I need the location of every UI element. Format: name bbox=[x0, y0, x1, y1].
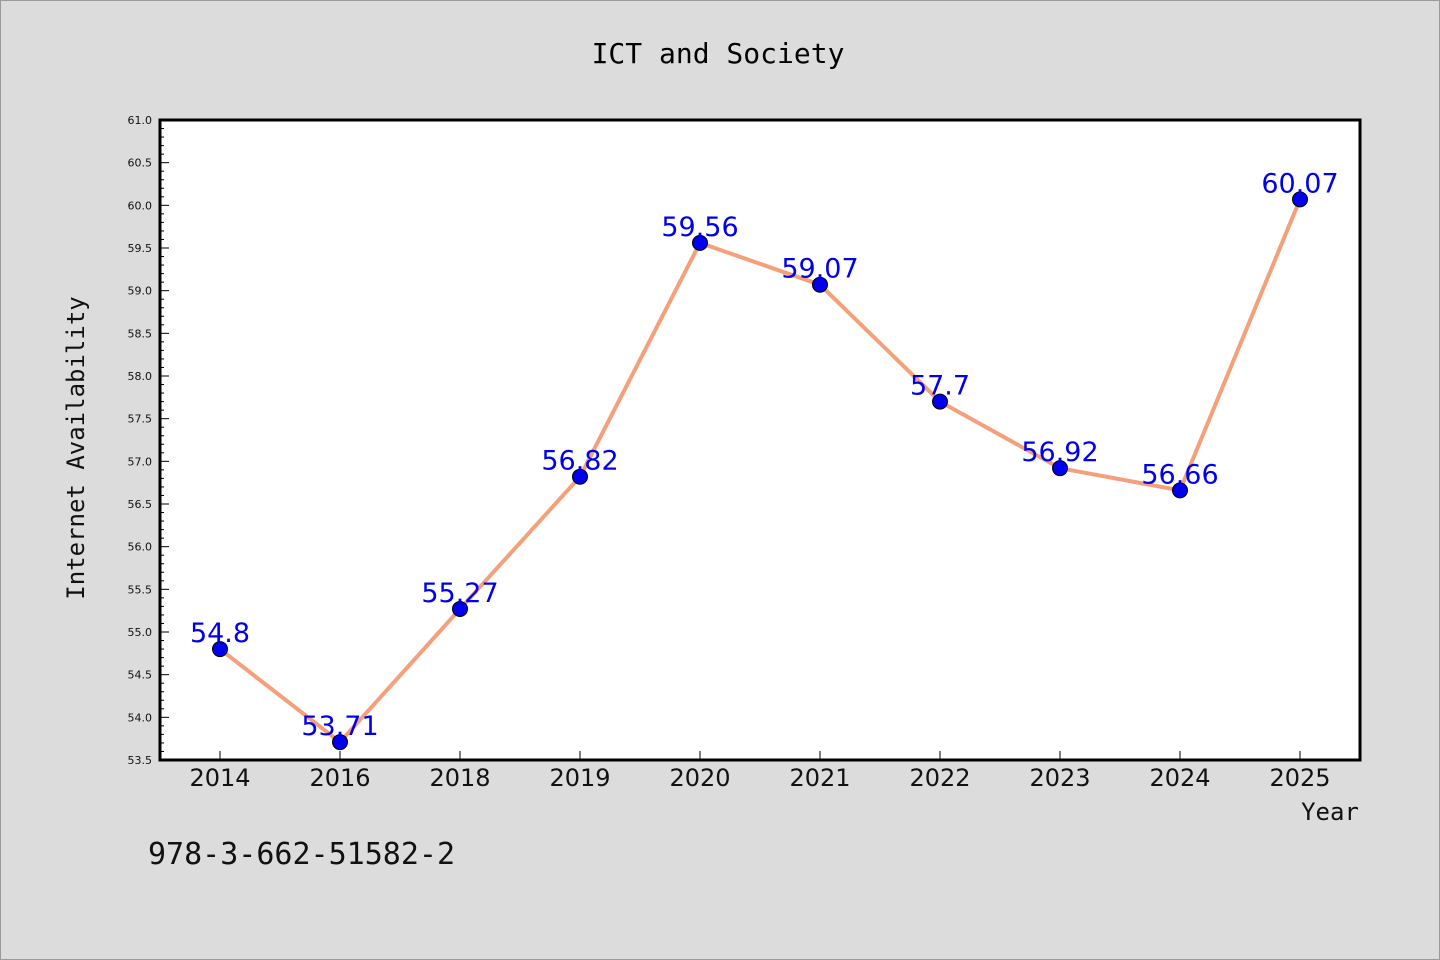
data-point bbox=[452, 600, 468, 617]
y-tick-label: 55.0 bbox=[128, 626, 153, 639]
y-tick-label: 61.0 bbox=[128, 114, 153, 127]
y-tick-label: 57.5 bbox=[128, 413, 153, 426]
x-tick-label: 2016 bbox=[309, 764, 370, 792]
data-label: 55.27 bbox=[421, 578, 498, 609]
x-tick-label: 2024 bbox=[1149, 764, 1210, 792]
data-label: 59.07 bbox=[781, 254, 858, 285]
y-tick-label: 59.5 bbox=[128, 242, 153, 255]
y-tick-label: 58.5 bbox=[128, 327, 153, 340]
x-tick-label: 2020 bbox=[669, 764, 730, 792]
x-tick-label: 2014 bbox=[189, 764, 250, 792]
y-tick-label: 56.0 bbox=[128, 541, 153, 554]
data-labels: 54.8 53.71 55.27 56.82 59.56 59.07 57.7 56.92 56… bbox=[190, 168, 1339, 742]
data-label: 53.71 bbox=[301, 711, 378, 742]
x-tick-label: 2021 bbox=[789, 764, 850, 792]
data-point bbox=[1172, 482, 1188, 499]
y-tick-label: 60.0 bbox=[128, 199, 153, 212]
data-point bbox=[1052, 460, 1068, 477]
x-axis-title: Year bbox=[1301, 798, 1359, 826]
y-tick-label: 60.5 bbox=[128, 157, 153, 170]
data-point bbox=[692, 234, 708, 251]
y-axis-title: Internet Availability bbox=[62, 296, 90, 599]
data-point bbox=[1292, 191, 1308, 208]
footnote-isbn: 978-3-662-51582-2 bbox=[148, 837, 455, 872]
x-tick-label: 2019 bbox=[549, 764, 610, 792]
plot-frame bbox=[158, 118, 1362, 762]
data-point bbox=[572, 468, 588, 485]
plot-area bbox=[160, 120, 1360, 760]
series-layer bbox=[212, 191, 1308, 751]
data-label: 60.07 bbox=[1261, 168, 1338, 199]
data-label: 56.66 bbox=[1141, 459, 1218, 490]
data-label: 54.8 bbox=[190, 618, 250, 649]
y-tick-label: 55.5 bbox=[128, 583, 153, 596]
data-point bbox=[812, 276, 828, 293]
x-tick-label: 2023 bbox=[1029, 764, 1090, 792]
chart-title: ICT and Society bbox=[592, 37, 845, 70]
y-tick-label: 56.5 bbox=[128, 498, 153, 511]
x-tick-label: 2025 bbox=[1269, 764, 1330, 792]
x-axis: 2014 2016 2018 2019 2020 2021 2022 2023 2024 2025 bbox=[189, 751, 1331, 792]
y-tick-label: 54.5 bbox=[128, 669, 153, 682]
y-tick-label: 57.0 bbox=[128, 455, 153, 468]
data-label: 57.7 bbox=[910, 371, 970, 402]
data-label: 56.82 bbox=[541, 446, 618, 477]
y-tick-label: 53.5 bbox=[128, 754, 153, 767]
data-label: 56.92 bbox=[1021, 437, 1098, 468]
x-tick-label: 2022 bbox=[909, 764, 970, 792]
x-tick-label: 2018 bbox=[429, 764, 490, 792]
y-tick-label: 58.0 bbox=[128, 370, 153, 383]
y-tick-label: 59.0 bbox=[128, 285, 153, 298]
data-label: 59.56 bbox=[661, 212, 738, 243]
y-tick-label: 54.0 bbox=[128, 711, 153, 724]
data-point bbox=[332, 734, 348, 751]
data-point bbox=[212, 641, 228, 658]
y-axis: 53.5 54.0 54.5 55.0 55.5 56.0 56.5 57.0 57.5 58.0… bbox=[128, 114, 169, 767]
series-line bbox=[218, 198, 1302, 745]
data-point bbox=[932, 393, 948, 410]
